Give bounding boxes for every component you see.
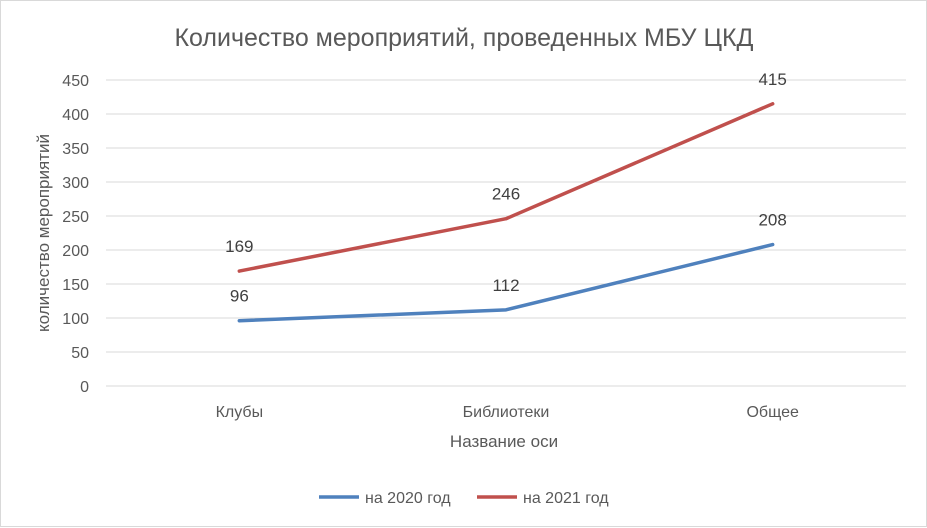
y-tick-label: 200 xyxy=(62,243,89,260)
data-label: 169 xyxy=(225,237,253,256)
y-tick-label: 50 xyxy=(71,345,89,362)
x-axis-label: Название оси xyxy=(450,432,558,451)
y-tick-label: 400 xyxy=(62,107,89,124)
data-label: 96 xyxy=(230,287,249,306)
data-point xyxy=(237,269,241,273)
y-tick-label: 0 xyxy=(80,379,89,396)
y-tick-label: 350 xyxy=(62,141,89,158)
y-axis-ticks: 0 50 100 150 200 250 300 350 400 450 xyxy=(62,73,89,396)
legend-label: на 2020 год xyxy=(365,490,451,507)
data-point xyxy=(771,243,775,247)
data-point xyxy=(504,217,508,221)
data-point xyxy=(237,319,241,323)
chart-title: Количество мероприятий, проведенных МБУ … xyxy=(174,24,753,52)
data-point xyxy=(771,102,775,106)
data-label: 415 xyxy=(758,70,786,89)
y-axis-label: количество мероприятий xyxy=(34,134,53,332)
y-tick-label: 150 xyxy=(62,277,89,294)
gridlines xyxy=(106,79,906,387)
y-tick-label: 300 xyxy=(62,175,89,192)
series-lines xyxy=(237,102,775,323)
data-label: 246 xyxy=(492,185,520,204)
x-tick-label: Общее xyxy=(746,404,798,421)
y-tick-label: 250 xyxy=(62,209,89,226)
legend-label: на 2021 год xyxy=(523,490,609,507)
data-point xyxy=(504,308,508,312)
data-label: 208 xyxy=(758,211,786,230)
x-tick-label: Библиотеки xyxy=(463,404,550,421)
data-labels: 96 112 208 169 246 415 xyxy=(225,70,787,306)
x-axis-ticks: Клубы Библиотеки Общее xyxy=(216,404,799,421)
y-tick-label: 100 xyxy=(62,311,89,328)
x-tick-label: Клубы xyxy=(216,404,264,421)
y-tick-label: 450 xyxy=(62,73,89,90)
data-label: 112 xyxy=(492,276,519,295)
legend: на 2020 год на 2021 год xyxy=(319,490,609,507)
